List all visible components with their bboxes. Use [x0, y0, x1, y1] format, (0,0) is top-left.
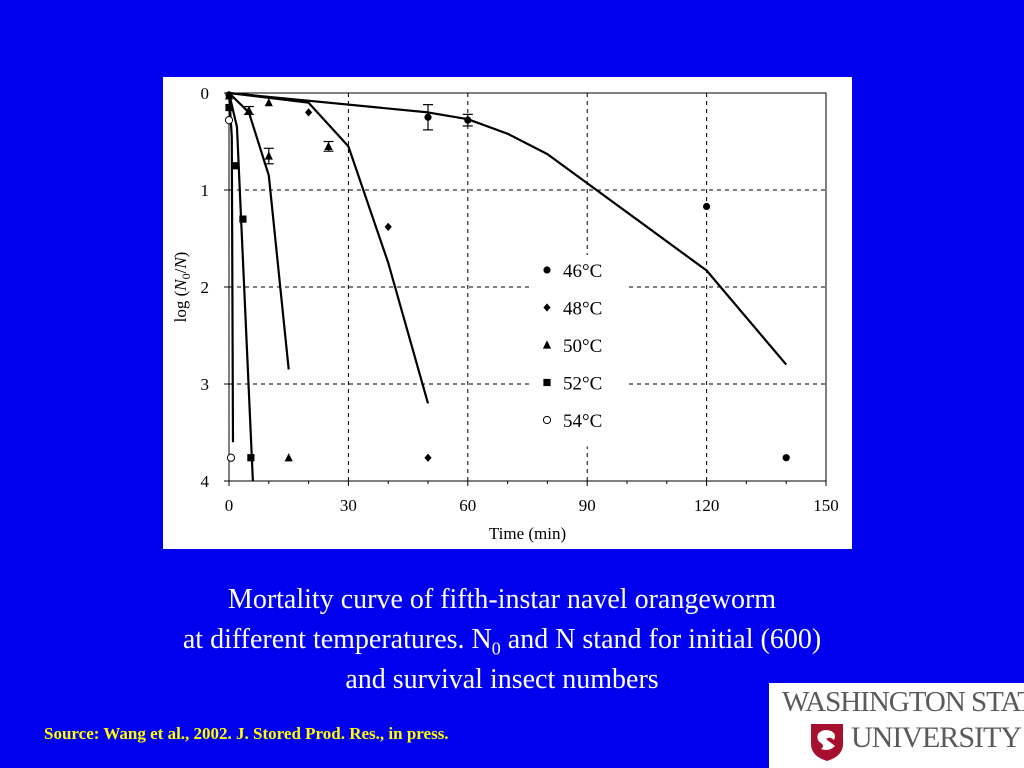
x-tick-label: 0: [225, 496, 234, 515]
point-52c: [231, 162, 239, 170]
point-46c: [424, 113, 432, 121]
axes-layer: [224, 92, 827, 486]
logo-line-2: UNIVERSITY: [851, 721, 1022, 754]
x-axis-label: Time (min): [489, 524, 566, 543]
points-layer: [224, 90, 790, 462]
y-label-sub: 0: [179, 273, 193, 279]
wsu-logo: WASHINGTON STATE UNIVERSITY: [769, 683, 1024, 768]
legend-label: 48°C: [563, 299, 602, 320]
caption-line-1: Mortality curve of fifth-instar navel or…: [227, 584, 777, 615]
legend-marker: [543, 378, 551, 387]
y-tick-label: 1: [201, 181, 210, 200]
point-50c: [264, 98, 273, 107]
legend-marker: [543, 266, 551, 274]
y-label-var2: N: [171, 256, 190, 270]
source-citation: Source: Wang et al., 2002. J. Stored Pro…: [44, 724, 449, 743]
y-label-var: N: [171, 278, 190, 292]
y-tick-label: 4: [201, 472, 210, 491]
point-50c: [324, 141, 333, 150]
y-label-suffix: ): [171, 252, 190, 258]
curve-54c: [227, 92, 235, 443]
caption-line-2-a: at different temperatures. N: [182, 624, 492, 655]
point-50c: [264, 151, 273, 160]
x-tick-label: 30: [340, 496, 357, 515]
point-52c: [247, 454, 255, 462]
curve-50c: [228, 92, 290, 370]
point-54c: [224, 116, 234, 125]
x-tick-label: 120: [694, 496, 720, 515]
point-48c: [424, 453, 432, 462]
point-46c: [703, 202, 711, 211]
caption-line-2: at different temperatures. N0 and N stan…: [0, 620, 1004, 669]
grid-layer: [229, 93, 826, 481]
point-50c: [224, 91, 234, 100]
legend-marker: [543, 303, 551, 312]
y-tick-label: 2: [201, 278, 210, 297]
point-54c: [226, 453, 236, 462]
point-46c: [782, 454, 790, 462]
point-48c: [305, 108, 313, 117]
caption-line-3: and survival insect numbers: [345, 664, 659, 695]
caption-subscript: 0: [491, 638, 501, 659]
legend: 46°C 48°C 50°C 52°C 54°C: [531, 255, 626, 447]
y-axis-label: log (N0/N): [171, 252, 193, 323]
y-tick-label: 3: [201, 375, 210, 394]
x-tick-label: 60: [459, 496, 476, 515]
legend-label: 50°C: [563, 336, 602, 357]
caption-line-2-b: and N stand for initial (600): [500, 624, 822, 655]
logo-line-1: WASHINGTON STATE: [782, 686, 1024, 718]
legend-label: 46°C: [563, 261, 602, 282]
legend-label: 54°C: [563, 411, 602, 432]
curve-46c: [228, 91, 788, 366]
y-label-prefix: log (: [171, 290, 190, 322]
point-48c: [384, 222, 392, 231]
legend-marker: [542, 340, 552, 349]
point-52c: [225, 103, 233, 112]
point-50c: [284, 453, 293, 462]
y-tick-label: 0: [201, 84, 210, 103]
curve-48c: [228, 91, 430, 404]
point-46c: [464, 116, 472, 124]
x-tick-label: 150: [813, 496, 839, 515]
y-label-slash: /: [171, 268, 190, 273]
point-52c: [239, 215, 247, 223]
cougar-emblem-icon: [811, 724, 843, 761]
legend-box: [531, 255, 626, 447]
legend-label: 52°C: [563, 374, 602, 395]
point-50c: [244, 105, 253, 115]
legend-marker: [542, 415, 552, 425]
chart-panel: 0 30 60 90 120 150 0 1 2 3 4 Time (min) log (N0/N) 4…: [163, 77, 852, 549]
x-tick-label: 90: [579, 496, 596, 515]
